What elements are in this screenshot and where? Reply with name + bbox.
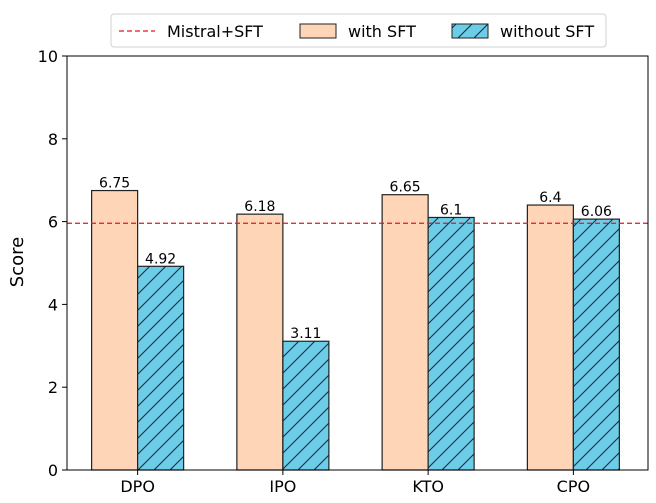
x-tick-label-kto: KTO (412, 477, 444, 496)
bar-with-sft-dpo (91, 189, 139, 471)
data-label-with-sft-dpo: 6.75 (99, 176, 130, 192)
data-label-without-sft-kto: 6.1 (440, 202, 462, 218)
legend-swatch-without-sft (451, 23, 489, 39)
legend-label-mistral-sft: Mistral+SFT (167, 22, 263, 41)
x-tick-label-dpo: DPO (120, 477, 155, 496)
plot-frame (66, 55, 649, 471)
x-tick-label-cpo: CPO (557, 477, 590, 496)
x-tick-label-ipo: IPO (269, 477, 296, 496)
y-tick-label-4: 4 (48, 295, 58, 314)
y-tick-label-6: 6 (48, 213, 58, 232)
bar-with-sft-kto (381, 194, 429, 471)
y-tick-label-2: 2 (48, 378, 58, 397)
legend-label-without-sft: without SFT (500, 22, 594, 41)
legend-box (110, 13, 607, 48)
bar-without-sft-cpo (572, 218, 620, 471)
bar-with-sft-ipo (236, 213, 284, 471)
bars-layer: 6.75 4.92 6.18 3.11 6.65 6.1 6.4 6.06 (91, 176, 620, 471)
data-label-without-sft-cpo: 6.06 (581, 204, 612, 220)
y-tick-label-10: 10 (38, 47, 58, 66)
data-label-without-sft-dpo: 4.92 (145, 251, 176, 267)
data-label-with-sft-cpo: 6.4 (539, 190, 561, 206)
data-label-without-sft-ipo: 3.11 (290, 326, 321, 342)
bar-without-sft-kto (427, 216, 475, 471)
data-label-with-sft-ipo: 6.18 (244, 199, 275, 215)
data-label-with-sft-kto: 6.65 (390, 180, 421, 196)
legend-swatch-with-sft (299, 23, 337, 39)
bar-without-sft-dpo (137, 265, 185, 471)
y-tick-label-8: 8 (48, 130, 58, 149)
bar-without-sft-ipo (282, 340, 330, 471)
axes-layer: 0 2 4 6 8 10 DPO IPO KTO CPO (38, 47, 649, 496)
legend[interactable]: Mistral+SFT with SFT without SFT (110, 13, 607, 48)
y-axis-title: Score (7, 237, 28, 287)
y-tick-label-0: 0 (48, 461, 58, 480)
legend-label-with-sft: with SFT (348, 22, 416, 41)
bar-with-sft-cpo (526, 204, 574, 471)
